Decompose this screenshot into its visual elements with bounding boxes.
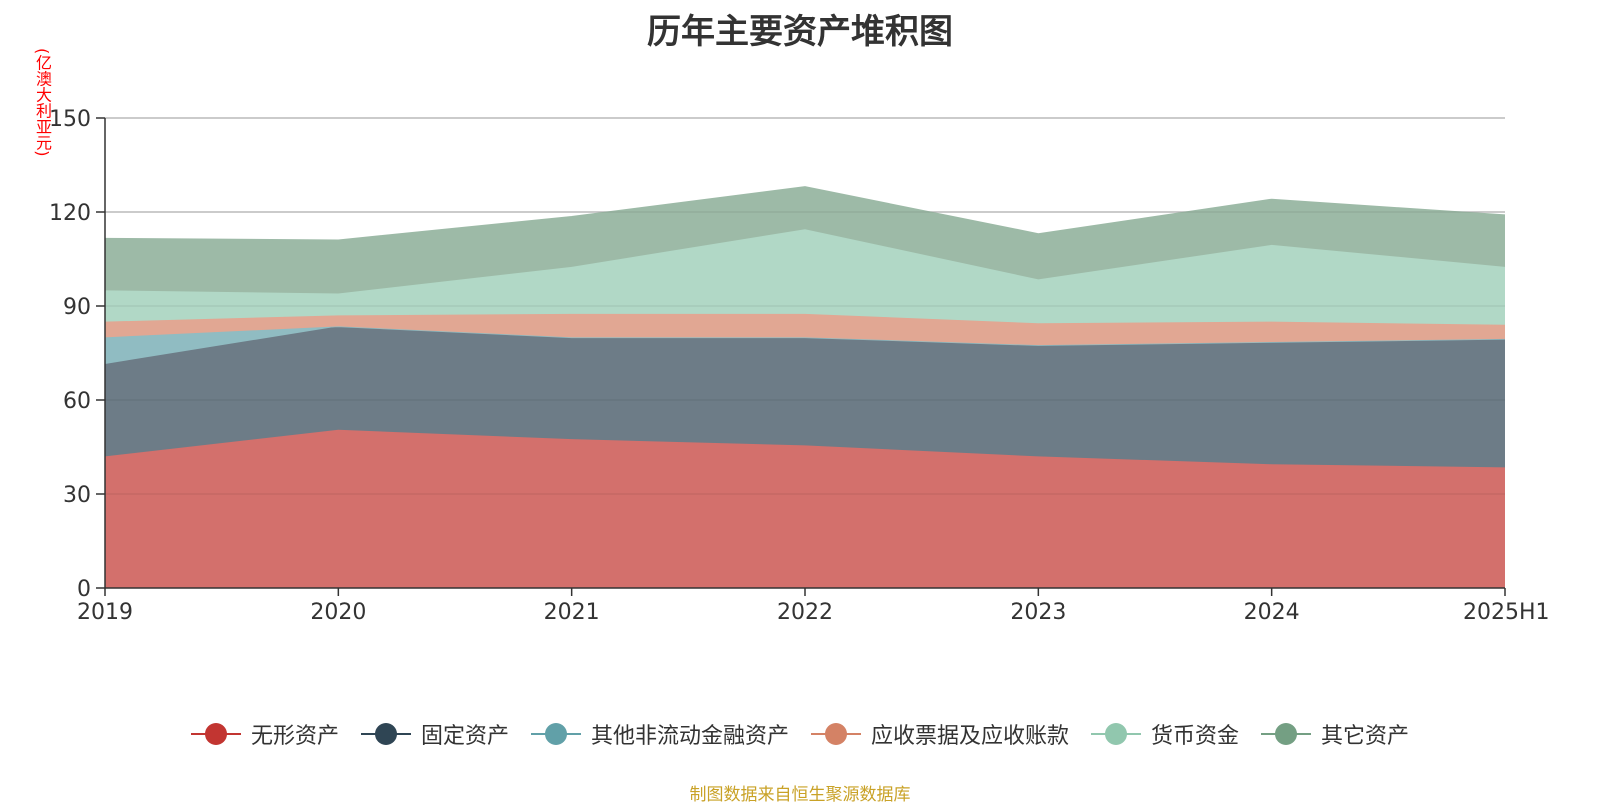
legend-marker-icon bbox=[190, 722, 241, 746]
legend-marker-icon bbox=[360, 722, 411, 746]
legend-label: 其它资产 bbox=[1321, 724, 1410, 749]
legend-marker-dot bbox=[825, 723, 847, 745]
legend-label: 其他非流动金融资产 bbox=[590, 724, 789, 749]
y-tick-label-2: 60 bbox=[63, 389, 91, 414]
legend-marker-icon bbox=[811, 722, 861, 746]
legend-marker-dot bbox=[1275, 723, 1298, 745]
legend-item-2[interactable]: 其他非流动金融资产 bbox=[530, 718, 789, 750]
legend-marker-dot bbox=[1105, 723, 1128, 745]
x-tick-label-4: 2023 bbox=[1010, 600, 1066, 625]
y-axis-unit-label: (亿澳大利亚元) bbox=[33, 48, 52, 157]
legend-label: 固定资产 bbox=[420, 724, 509, 749]
area-series-5 bbox=[105, 186, 1505, 294]
series-line-5 bbox=[104, 186, 1506, 241]
legend-marker-icon bbox=[1091, 722, 1142, 746]
area-series bbox=[104, 117, 1506, 588]
area-series-3 bbox=[105, 313, 1505, 346]
legend-label: 应收票据及应收账款 bbox=[871, 724, 1070, 749]
legend-marker-icon bbox=[1261, 722, 1312, 746]
area-series-0 bbox=[105, 429, 1505, 588]
y-tick-label-5: 150 bbox=[49, 107, 91, 132]
legend-marker-dot bbox=[204, 723, 227, 745]
legend-marker-dot bbox=[544, 723, 567, 745]
legend-item-4[interactable]: 货币资金 bbox=[1091, 718, 1239, 750]
x-tick-label-1: 2020 bbox=[310, 600, 366, 625]
y-tick-label-1: 30 bbox=[63, 483, 91, 508]
legend-item-1[interactable]: 固定资产 bbox=[360, 718, 509, 750]
x-tick-label-3: 2022 bbox=[777, 600, 833, 625]
legend-item-3[interactable]: 应收票据及应收账款 bbox=[811, 718, 1069, 750]
legend-item-5[interactable]: 其它资产 bbox=[1261, 718, 1409, 750]
legend-label: 货币资金 bbox=[1151, 724, 1240, 749]
chart-title: 历年主要资产堆积图 bbox=[647, 12, 953, 52]
legend-marker-dot bbox=[374, 723, 397, 745]
legend-marker-icon bbox=[530, 722, 581, 746]
y-tick-label-3: 90 bbox=[63, 295, 91, 320]
axes: 0 30 60 90 120 150 2019 2020 2021 2022 2023 2024 202… bbox=[49, 107, 1550, 625]
legend-label: 无形资产 bbox=[250, 724, 339, 749]
x-tick-label-6: 2025H1 bbox=[1463, 600, 1550, 625]
x-tick-label-0: 2019 bbox=[77, 600, 133, 625]
legend-item-0[interactable]: 无形资产 bbox=[190, 718, 339, 750]
area-series-1 bbox=[105, 326, 1505, 468]
x-tick-label-2: 2021 bbox=[544, 600, 600, 625]
y-tick-label-4: 120 bbox=[49, 201, 91, 226]
x-tick-label-5: 2024 bbox=[1244, 600, 1300, 625]
source-note: 制图数据来自恒生聚源数据库 bbox=[689, 785, 911, 805]
area-series-4 bbox=[105, 229, 1505, 325]
y-tick-label-0: 0 bbox=[77, 577, 91, 602]
legend: 无形资产 固定资产 其他非流动金融资产 应收票据及应收账款 货币资金 其它资产 bbox=[0, 718, 1600, 750]
